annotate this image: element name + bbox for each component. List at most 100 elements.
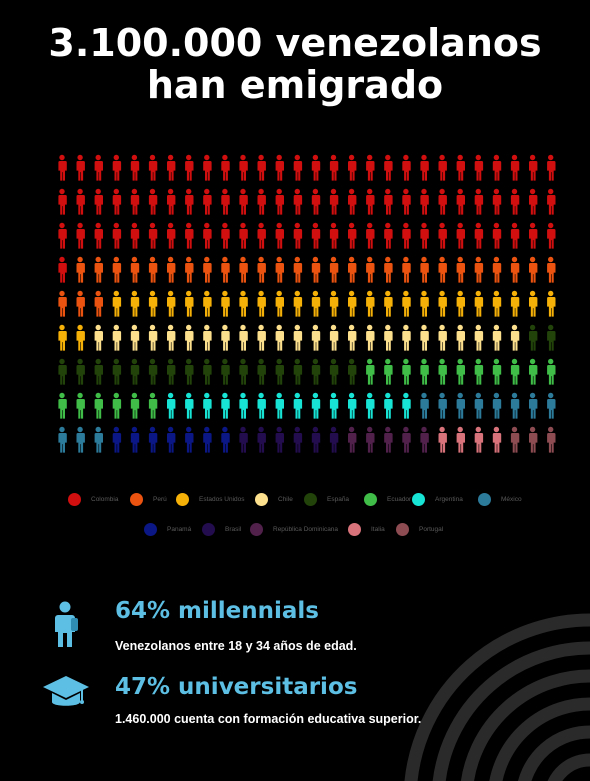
person-icon-perú (94, 256, 103, 283)
legend-label: Ecuador (387, 496, 412, 503)
person-icon-chile (112, 324, 122, 351)
person-icon-colombia (221, 154, 230, 181)
person-icon-estados-unidos (239, 290, 248, 317)
legend-swatch (202, 523, 215, 536)
stat-universitarios-title: 47% universitarios (115, 674, 358, 700)
legend-swatch (304, 493, 317, 506)
person-icon-españa (348, 358, 357, 385)
person-icon-colombia (492, 154, 502, 181)
legend-item-estados-unidos: Estados Unidos (176, 493, 245, 506)
person-icon-colombia (311, 154, 321, 181)
legend-item-méxico: México (478, 493, 522, 506)
fingerprint-arc (404, 613, 590, 781)
person-icon-república-dominicana (384, 426, 393, 453)
legend-swatch (144, 523, 157, 536)
person-icon-estados-unidos (329, 290, 339, 317)
person-icon-españa (221, 358, 230, 385)
person-icon-chile (348, 324, 357, 351)
person-icon-colombia (547, 154, 556, 181)
person-icon-estados-unidos (148, 290, 158, 317)
person-icon-perú (456, 256, 465, 283)
person-icon-colombia (148, 222, 158, 249)
person-icon-colombia (420, 188, 429, 215)
legend-label: México (501, 496, 522, 503)
person-icon-colombia (112, 222, 122, 249)
person-icon-chile (420, 324, 429, 351)
person-icon-portugal (510, 426, 520, 453)
person-icon-estados-unidos (510, 290, 520, 317)
person-icon-colombia (402, 154, 411, 181)
person-icon-chile (293, 324, 303, 351)
person-icon-argentina (275, 392, 284, 419)
person-icon-colombia (293, 154, 303, 181)
person-icon-colombia (420, 154, 429, 181)
person-icon-estados-unidos (492, 290, 502, 317)
person-icon-colombia (203, 222, 212, 249)
person-icon-colombia (185, 154, 194, 181)
person-icon-chile (257, 324, 266, 351)
person-icon-méxico (529, 392, 538, 419)
person-icon-méxico (420, 392, 429, 419)
person-icon-perú (94, 290, 103, 317)
person-icon-argentina (257, 392, 266, 419)
person-icon-colombia (456, 222, 465, 249)
person-icon-españa (148, 358, 158, 385)
person-icon-colombia (275, 154, 284, 181)
person-icon-méxico (510, 392, 520, 419)
person-icon-españa (239, 358, 248, 385)
legend-label: Argentina (435, 496, 463, 503)
page-title: 3.100.000 venezolanos han emigrado (0, 22, 590, 106)
person-icon-españa (311, 358, 321, 385)
person-icon-colombia (348, 154, 357, 181)
legend-item-brasil: Brasil (202, 523, 241, 536)
person-icon-ecuador (420, 358, 429, 385)
person-icon-colombia (112, 188, 122, 215)
person-icon-colombia (293, 188, 303, 215)
person-icon-ecuador (94, 392, 103, 419)
person-icon-ecuador (510, 358, 520, 385)
stat-millennials-title: 64% millennials (115, 598, 320, 624)
person-icon-estados-unidos (275, 290, 284, 317)
person-icon-perú (420, 256, 429, 283)
person-icon-colombia (275, 222, 284, 249)
legend-label: Panamá (167, 526, 192, 533)
person-icon-perú (58, 290, 67, 317)
person-icon-república-dominicana (420, 426, 429, 453)
person-icon-españa (547, 324, 556, 351)
person-icon-colombia (547, 222, 556, 249)
person-icon-colombia (239, 222, 248, 249)
person-icon-colombia (148, 154, 158, 181)
person-icon-ecuador (402, 358, 411, 385)
person-icon-colombia (58, 256, 67, 283)
person-icon-colombia (547, 188, 556, 215)
person-icon-colombia (402, 188, 411, 215)
legend-swatch (250, 523, 263, 536)
person-icon-chile (366, 324, 375, 351)
person-icon-colombia (58, 222, 67, 249)
person-icon-colombia (420, 222, 429, 249)
person-icon-méxico (438, 392, 447, 419)
legend-item-república-dominicana: República Dominicana (250, 523, 338, 536)
fingerprint-arc (460, 669, 590, 781)
person-icon-perú (76, 256, 85, 283)
legend-swatch (130, 493, 143, 506)
person-icon-colombia (366, 154, 375, 181)
person-icon-colombia (94, 154, 103, 181)
legend-item-perú: Perú (130, 493, 167, 506)
person-icon-perú (148, 256, 158, 283)
person-icon-argentina (239, 392, 248, 419)
person-icon-colombia (293, 222, 303, 249)
person-icon-españa (167, 358, 176, 385)
person-icon-españa (130, 358, 140, 385)
person-icon-brasil (275, 426, 284, 453)
person-icon-brasil (311, 426, 321, 453)
student-backpack-icon (50, 601, 80, 654)
person-icon-chile (384, 324, 393, 351)
person-icon-estados-unidos (384, 290, 393, 317)
person-icon-estados-unidos (167, 290, 176, 317)
person-icon-colombia (76, 188, 85, 215)
person-icon-chile (329, 324, 339, 351)
person-icon-brasil (329, 426, 339, 453)
person-icon-estados-unidos (257, 290, 266, 317)
person-icon-colombia (474, 188, 484, 215)
